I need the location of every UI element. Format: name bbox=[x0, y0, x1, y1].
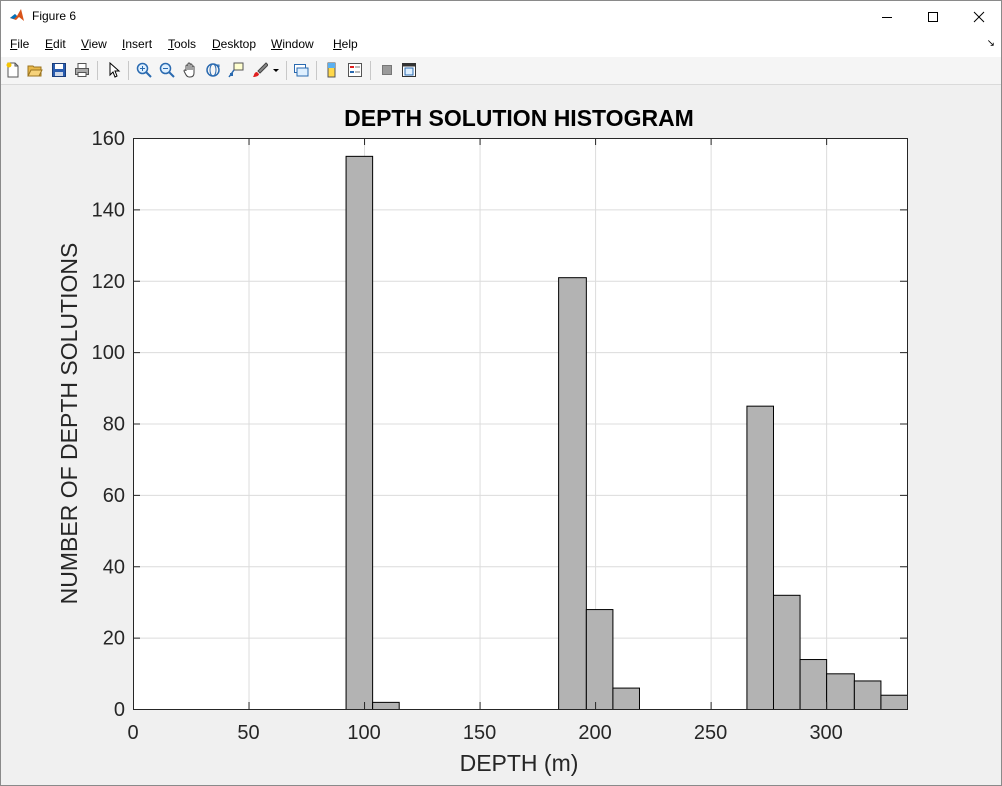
y-tick-label: 40 bbox=[103, 556, 125, 578]
dock-arrow-icon[interactable]: ↘ bbox=[986, 38, 995, 49]
colorbar-icon[interactable] bbox=[323, 61, 341, 79]
axis-ticks: 0 50 100 150 200 250 300 0 20 40 60 80 100 120 140 160 bbox=[92, 128, 907, 744]
maximize-button[interactable] bbox=[910, 1, 956, 32]
histogram-bar[interactable] bbox=[372, 701, 400, 710]
histogram-bar[interactable] bbox=[853, 680, 882, 711]
y-tick-label: 160 bbox=[92, 128, 125, 150]
menu-window[interactable]: Window bbox=[271, 37, 314, 51]
figure-toolbar bbox=[1, 57, 1001, 85]
chart-title: DEPTH SOLUTION HISTOGRAM bbox=[344, 105, 694, 131]
menu-edit[interactable]: Edit bbox=[45, 37, 66, 51]
histogram-bar[interactable] bbox=[772, 594, 801, 710]
new-figure-icon[interactable] bbox=[4, 61, 22, 79]
print-icon[interactable] bbox=[73, 61, 91, 79]
x-tick-label: 150 bbox=[463, 722, 496, 744]
x-tick-label: 250 bbox=[694, 722, 727, 744]
figure-canvas: DEPTH SOLUTION HISTOGRAM 0 50 100 150 200 250… bbox=[1, 85, 1001, 785]
rotate-3d-icon[interactable] bbox=[204, 61, 222, 79]
legend-icon[interactable] bbox=[346, 61, 364, 79]
menu-tools[interactable]: Tools bbox=[168, 37, 197, 51]
menu-help[interactable]: Help bbox=[333, 37, 358, 51]
maximize-icon bbox=[928, 11, 938, 22]
menu-view[interactable]: View bbox=[81, 37, 107, 51]
close-icon bbox=[973, 11, 985, 22]
histogram-bar[interactable] bbox=[585, 609, 614, 711]
y-tick-label: 120 bbox=[92, 271, 125, 293]
histogram-bar[interactable] bbox=[880, 694, 909, 710]
x-tick-label: 100 bbox=[347, 722, 380, 744]
histogram-bars bbox=[345, 155, 909, 711]
toolbar-separator bbox=[128, 61, 129, 80]
menu-insert[interactable]: Insert bbox=[122, 37, 153, 51]
y-tick-label: 0 bbox=[114, 699, 125, 721]
zoom-out-icon[interactable] bbox=[158, 61, 176, 79]
histogram-bar[interactable] bbox=[826, 673, 855, 710]
data-cursor-icon[interactable] bbox=[227, 61, 245, 79]
x-tick-label: 50 bbox=[237, 722, 259, 744]
histogram-bar[interactable] bbox=[799, 659, 828, 710]
toolbar-separator bbox=[97, 61, 98, 80]
pan-hand-icon[interactable] bbox=[181, 61, 199, 79]
matlab-logo-icon bbox=[10, 9, 24, 21]
toolbar-separator bbox=[316, 61, 317, 80]
toolbar-separator bbox=[286, 61, 287, 80]
brush-dropdown-icon[interactable] bbox=[271, 61, 281, 79]
y-tick-label: 20 bbox=[103, 628, 125, 650]
minimize-icon bbox=[882, 16, 892, 18]
histogram-bar[interactable] bbox=[612, 687, 640, 711]
y-tick-label: 140 bbox=[92, 199, 125, 221]
histogram-bar[interactable] bbox=[558, 277, 587, 710]
menu-bar: File Edit View Insert Tools Desktop Wind… bbox=[1, 32, 1001, 57]
hide-plot-tools-icon[interactable] bbox=[378, 61, 396, 79]
x-tick-label: 300 bbox=[809, 722, 842, 744]
zoom-in-icon[interactable] bbox=[135, 61, 153, 79]
x-tick-label: 0 bbox=[127, 722, 138, 744]
link-plot-icon[interactable] bbox=[292, 61, 310, 79]
menu-desktop[interactable]: Desktop bbox=[212, 37, 257, 51]
select-arrow-icon[interactable] bbox=[105, 61, 123, 79]
show-plot-tools-icon[interactable] bbox=[400, 61, 418, 79]
brush-icon[interactable] bbox=[251, 61, 269, 79]
y-tick-label: 60 bbox=[103, 485, 125, 507]
save-icon[interactable] bbox=[50, 61, 68, 79]
title-bar: Figure 6 bbox=[1, 1, 1001, 32]
open-file-icon[interactable] bbox=[26, 61, 44, 79]
y-tick-label: 100 bbox=[92, 342, 125, 364]
histogram-bar[interactable] bbox=[345, 155, 374, 710]
histogram-bar[interactable] bbox=[746, 405, 774, 710]
close-button[interactable] bbox=[956, 1, 1001, 32]
minimize-button[interactable] bbox=[864, 1, 910, 32]
x-tick-label: 200 bbox=[578, 722, 611, 744]
y-axis-label: NUMBER OF DEPTH SOLUTIONS bbox=[56, 243, 82, 605]
y-tick-label: 80 bbox=[103, 414, 125, 436]
menu-file[interactable]: File bbox=[10, 37, 30, 51]
x-axis-label: DEPTH (m) bbox=[460, 750, 579, 776]
histogram-chart: DEPTH SOLUTION HISTOGRAM 0 50 100 150 200 250… bbox=[56, 105, 909, 776]
window-title: Figure 6 bbox=[32, 9, 77, 23]
toolbar-separator bbox=[370, 61, 371, 80]
